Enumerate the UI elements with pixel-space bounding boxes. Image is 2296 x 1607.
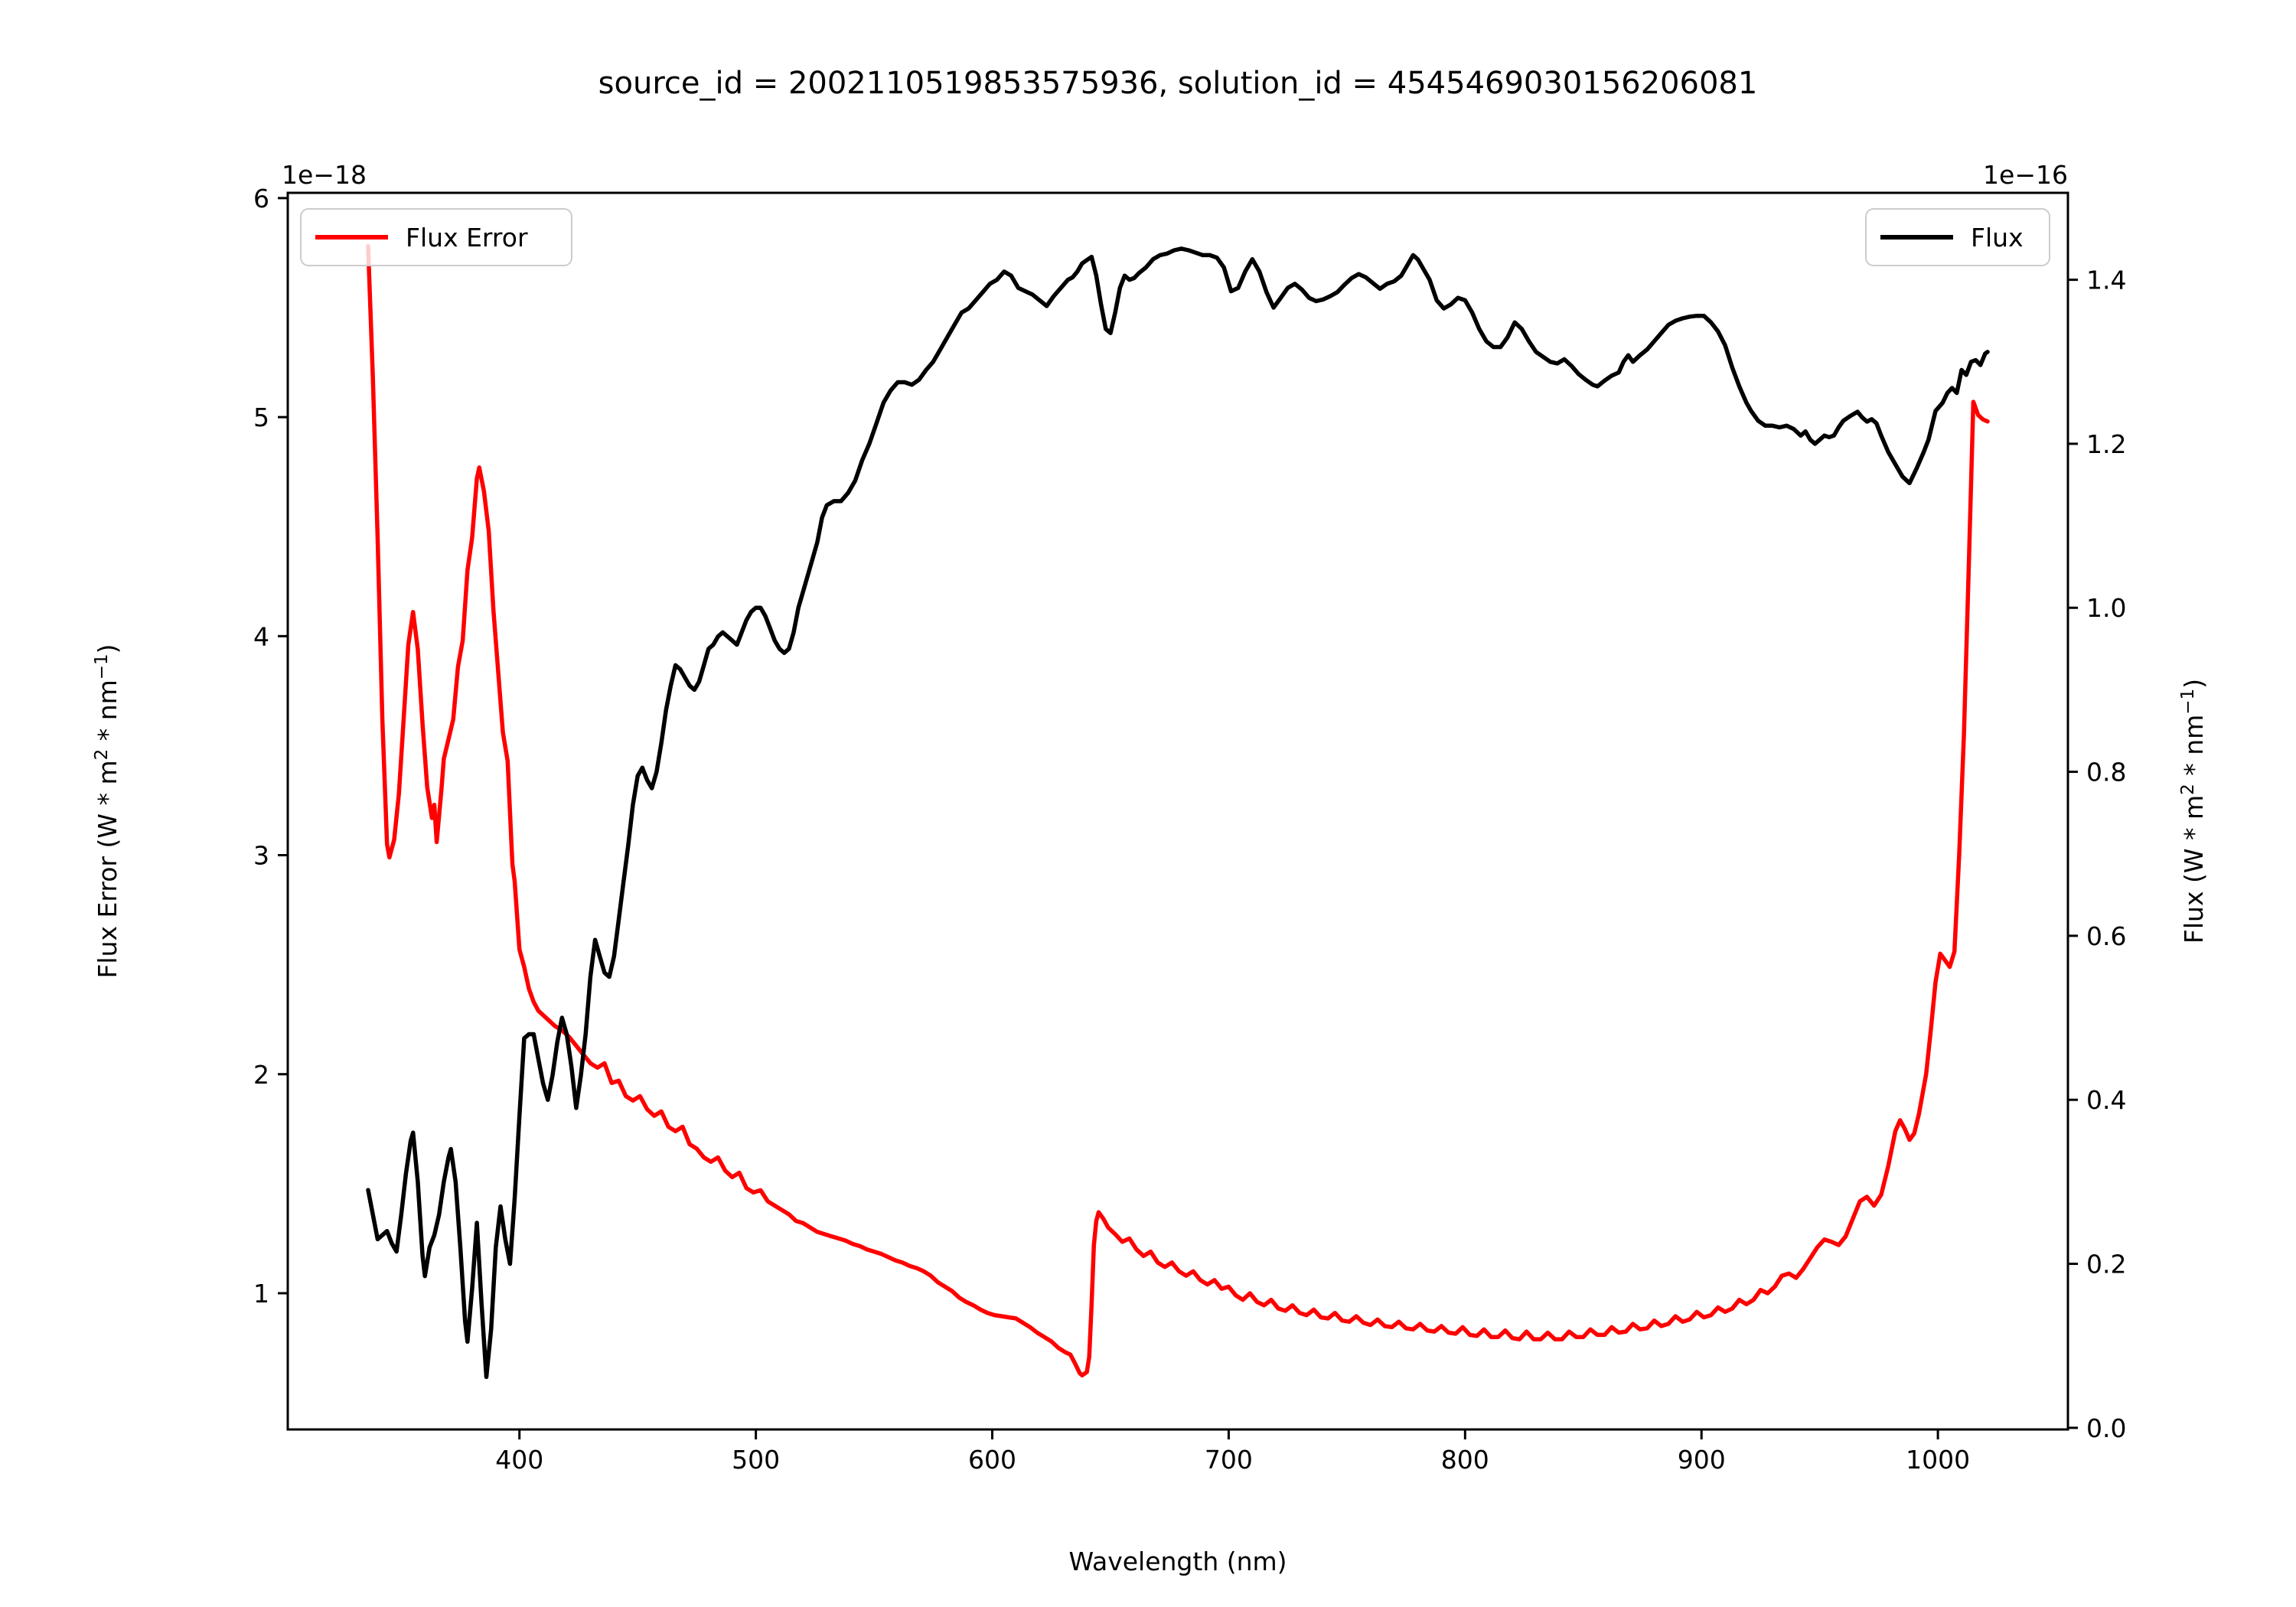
right-axis-scale-label: 1e−16 bbox=[1983, 160, 2068, 190]
series-lines bbox=[366, 244, 1990, 1380]
x-tick-label: 400 bbox=[495, 1445, 543, 1475]
ylabel-left-mid: * nm bbox=[93, 680, 122, 749]
left-axis-scale-label: 1e−18 bbox=[282, 160, 367, 190]
legend-flux-label: Flux bbox=[1971, 223, 2024, 253]
ylabel-left-supm1: −1 bbox=[92, 654, 112, 680]
y-right-tick-label: 1.0 bbox=[2086, 593, 2126, 623]
series-flux-error bbox=[366, 244, 1990, 1378]
y-right-tick-label: 1.4 bbox=[2086, 266, 2126, 295]
ylabel-right-text: Flux (W * m bbox=[2179, 795, 2209, 944]
legend-flux-error-box bbox=[300, 208, 572, 266]
y-left-tick-label: 3 bbox=[253, 841, 269, 871]
y-left-tick-label: 6 bbox=[253, 184, 269, 214]
x-tick-label: 900 bbox=[1678, 1445, 1726, 1475]
axis-ticks: 400 500 600 700 800 900 1000 1 2 3 4 5 6 0.0 0.2 0.4 0.6… bbox=[253, 184, 2126, 1475]
y-left-tick-label: 4 bbox=[253, 621, 269, 651]
ylabel-right-mid: * nm bbox=[2179, 715, 2209, 784]
x-tick-label: 500 bbox=[732, 1445, 780, 1475]
y-right-tick-label: 0.0 bbox=[2086, 1413, 2126, 1443]
ylabel-left-text: Flux Error (W * m bbox=[93, 760, 122, 978]
y-right-tick-label: 1.2 bbox=[2086, 429, 2126, 459]
ylabel-left-post: ) bbox=[93, 644, 122, 654]
x-tick-label: 600 bbox=[968, 1445, 1016, 1475]
ylabel-left-sup2: 2 bbox=[92, 749, 112, 761]
plot-frame bbox=[286, 191, 2069, 1431]
y-left-tick-label: 5 bbox=[253, 403, 269, 432]
x-tick-label: 1000 bbox=[1906, 1445, 1970, 1475]
ylabel-right-sup2: 2 bbox=[2178, 784, 2198, 795]
y-axis-label-right: Flux (W * m2 * nm−1) bbox=[2178, 679, 2209, 944]
y-right-tick-label: 0.2 bbox=[2086, 1250, 2126, 1279]
legend-flux: Flux bbox=[1865, 208, 2050, 266]
ylabel-right-post: ) bbox=[2179, 679, 2209, 689]
y-axis-label-left: Flux Error (W * m2 * nm−1) bbox=[92, 644, 122, 978]
y-right-tick-label: 0.4 bbox=[2086, 1085, 2126, 1115]
y-right-tick-label: 0.6 bbox=[2086, 921, 2126, 951]
series-flux bbox=[366, 246, 1990, 1380]
legend-flux-error: Flux Error bbox=[300, 208, 572, 266]
x-axis-label: Wavelength (nm) bbox=[1068, 1547, 1287, 1576]
legend-flux-box bbox=[1865, 208, 2050, 266]
y-left-tick-label: 1 bbox=[253, 1279, 269, 1309]
chart-title: source_id = 2002110519853575936, solutio… bbox=[598, 66, 1758, 101]
x-tick-label: 700 bbox=[1205, 1445, 1253, 1475]
ylabel-right-supm1: −1 bbox=[2178, 689, 2198, 715]
x-tick-label: 800 bbox=[1441, 1445, 1489, 1475]
legend-flux-error-label: Flux Error bbox=[406, 223, 528, 253]
y-left-tick-label: 2 bbox=[253, 1060, 269, 1090]
y-right-tick-label: 0.8 bbox=[2086, 758, 2126, 787]
